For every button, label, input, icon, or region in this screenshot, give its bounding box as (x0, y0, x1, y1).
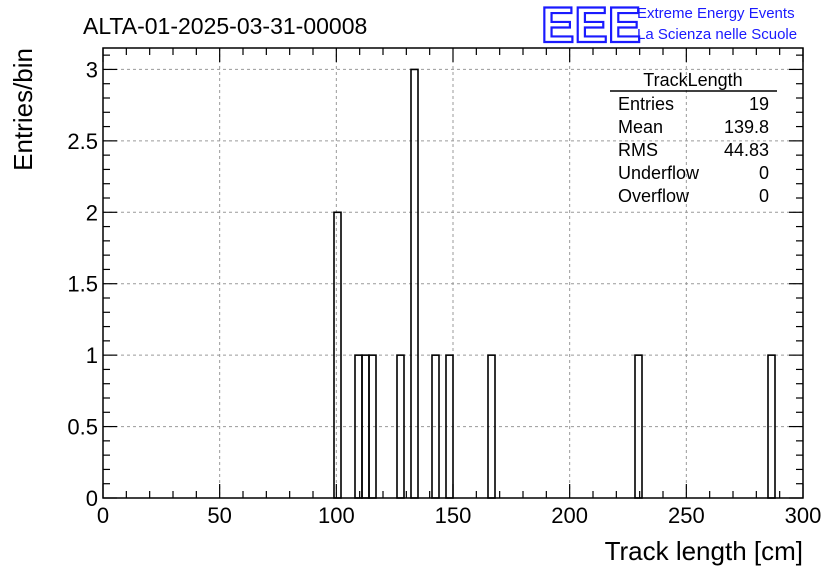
logo-mark: EEE (541, 0, 641, 53)
y-tick-label: 3 (86, 57, 98, 82)
stats-label: Underflow (618, 163, 700, 183)
y-tick-label: 2 (86, 200, 98, 225)
x-tick-label: 250 (668, 503, 705, 528)
y-tick-label: 0 (86, 486, 98, 511)
stats-value: 44.83 (724, 140, 769, 160)
y-tick-labels: 0 0.5 1 1.5 2 2.5 3 (67, 57, 98, 511)
stats-label: Mean (618, 117, 663, 137)
x-tick-label: 0 (97, 503, 109, 528)
eee-logo: EEE Extreme Energy Events La Scienza nel… (540, 0, 797, 54)
x-tick-labels: 0 50 100 150 200 250 300 (97, 503, 821, 528)
stats-box: TrackLength Entries 19 Mean 139.8 RMS 44.83 Un… (610, 70, 777, 206)
y-tick-label: 2.5 (67, 129, 98, 154)
chart-title: ALTA-01-2025-03-31-00008 (83, 13, 367, 39)
stats-rows: Entries 19 Mean 139.8 RMS 44.83 Underflow 0 Over… (618, 94, 769, 206)
axis-ticks (102, 48, 804, 499)
x-tick-label: 200 (551, 503, 588, 528)
x-tick-label: 150 (435, 503, 472, 528)
stats-value: 0 (759, 163, 769, 183)
stats-label: Entries (618, 94, 674, 114)
stats-label: RMS (618, 140, 658, 160)
y-tick-label: 1.5 (67, 272, 98, 297)
x-tick-label: 300 (785, 503, 822, 528)
x-tick-label: 50 (207, 503, 231, 528)
y-tick-label: 0.5 (67, 415, 98, 440)
stats-value: 0 (759, 186, 769, 206)
x-tick-label: 100 (318, 503, 355, 528)
y-tick-label: 1 (86, 343, 98, 368)
stats-value: 19 (749, 94, 769, 114)
x-axis-title: Track length [cm] (605, 536, 803, 566)
stats-label: Overflow (618, 186, 690, 206)
logo-line-2: La Scienza nelle Scuole (637, 26, 797, 43)
stats-value: 139.8 (724, 117, 769, 137)
stats-title: TrackLength (643, 70, 742, 90)
logo-line-1: Extreme Energy Events (637, 5, 795, 22)
y-axis-title: Entries/bin (8, 48, 38, 171)
